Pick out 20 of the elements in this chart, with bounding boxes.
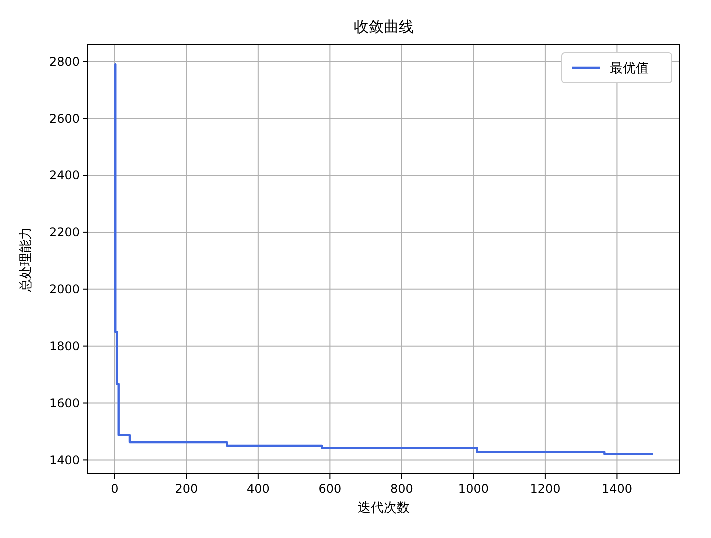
y-tick-label: 1800 (49, 340, 80, 354)
x-tick-label: 800 (390, 482, 414, 496)
x-tick-label: 200 (175, 482, 198, 496)
y-tick-label: 2200 (49, 226, 80, 240)
y-tick-label: 2800 (49, 54, 80, 69)
y-axis-title: 总处理能力 (19, 227, 34, 293)
y-tick-label: 1400 (49, 453, 80, 468)
x-tick-label: 0 (111, 482, 119, 496)
y-tick-label: 2400 (49, 168, 80, 183)
y-tick-label: 2600 (49, 112, 80, 126)
x-axis-title: 迭代次数 (358, 501, 410, 516)
x-tick-label: 1000 (458, 482, 489, 496)
x-tick-label: 1400 (602, 482, 632, 496)
y-tick-label: 1600 (49, 396, 80, 410)
chart-title: 收敛曲线 (354, 18, 414, 36)
legend-label: 最优值 (610, 62, 649, 77)
y-tick-label: 2000 (49, 282, 80, 297)
x-tick-label: 1200 (530, 482, 561, 496)
x-tick-label: 600 (318, 482, 342, 496)
x-tick-label: 400 (246, 482, 270, 496)
